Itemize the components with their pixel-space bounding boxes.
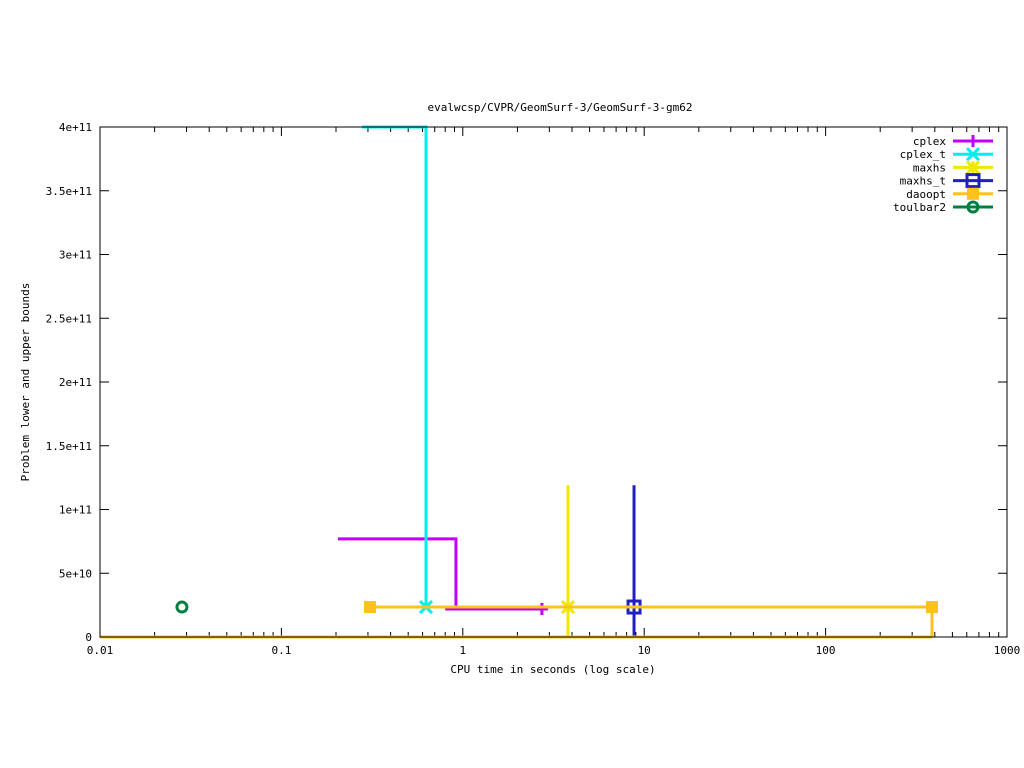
- x-axis-label: CPU time in seconds (log scale): [450, 663, 655, 676]
- legend-label: maxhs: [913, 161, 946, 174]
- legend-marker-daoopt: [967, 187, 979, 200]
- legend-marker-cplex: [967, 135, 979, 147]
- x-tick-label: 1: [459, 644, 466, 657]
- series-marker-cplex: [535, 602, 548, 615]
- legend-marker-maxhs: [965, 160, 981, 175]
- series-line-cplex_t: [361, 125, 428, 608]
- legend-marker-cplex_t: [965, 147, 981, 162]
- chart-title: evalwcsp/CVPR/GeomSurf-3/GeomSurf-3-gm62: [428, 101, 693, 114]
- x-tick-label: 0.1: [271, 644, 291, 657]
- legend-label: toulbar2: [893, 201, 946, 214]
- y-tick-label: 3e+11: [59, 249, 92, 262]
- series-line-cplex: [337, 537, 458, 608]
- legend-label: cplex: [913, 135, 946, 148]
- series-marker-toulbar2: [175, 600, 189, 614]
- legend-label: maxhs_t: [900, 175, 946, 188]
- y-axis-label: Problem lower and upper bounds: [19, 283, 32, 482]
- y-tick-label: 0: [85, 631, 92, 644]
- legend-label: daoopt: [906, 188, 946, 201]
- x-tick-label: 100: [816, 644, 836, 657]
- x-tick-label: 0.01: [87, 644, 114, 657]
- y-tick-label: 1e+11: [59, 504, 92, 517]
- legend-label: cplex_t: [900, 148, 946, 161]
- legend-marker-toulbar2: [966, 200, 980, 214]
- y-tick-label: 2.5e+11: [46, 312, 92, 325]
- x-tick-label: 10: [638, 644, 651, 657]
- plot-frame: [99, 126, 1008, 638]
- series-marker-daoopt: [926, 601, 939, 614]
- legend-marker-maxhs_t: [965, 173, 981, 189]
- y-tick-label: 4e+11: [59, 121, 92, 134]
- x-tick-label: 1000: [994, 644, 1021, 657]
- y-tick-label: 2e+11: [59, 376, 92, 389]
- series-marker-daoopt: [364, 601, 377, 614]
- y-tick-label: 1.5e+11: [46, 440, 92, 453]
- y-tick-label: 3.5e+11: [46, 185, 92, 198]
- y-tick-label: 5e+10: [59, 567, 92, 580]
